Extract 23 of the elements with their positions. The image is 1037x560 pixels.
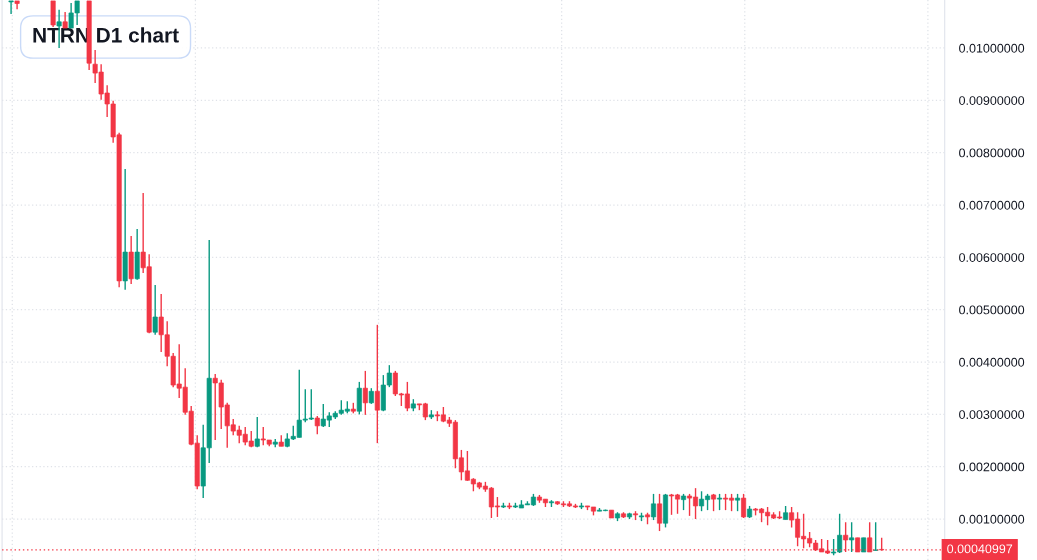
candlestick xyxy=(849,521,855,553)
candlestick xyxy=(8,0,14,15)
candlestick xyxy=(741,493,747,519)
y-tick-label: 0.00100000 xyxy=(959,514,1025,524)
y-tick-label: 0.00500000 xyxy=(959,305,1025,315)
candlestick xyxy=(152,284,158,336)
y-tick-label: 0.00200000 xyxy=(959,462,1025,472)
candlestick xyxy=(254,416,260,449)
y-tick-label: 0.00300000 xyxy=(959,410,1025,419)
y-tick-label: 0.00800000 xyxy=(959,148,1025,158)
candlestick xyxy=(356,381,362,416)
y-tick-label: 0.00700000 xyxy=(959,200,1025,210)
candlestick xyxy=(314,415,320,435)
y-tick-label: 0.00900000 xyxy=(959,96,1025,105)
candlestick xyxy=(651,493,657,521)
candlestick xyxy=(374,324,380,444)
y-tick-label: 0.00600000 xyxy=(959,253,1025,262)
candlestick xyxy=(362,370,368,416)
candlestick xyxy=(873,521,879,552)
ref-line-label: 0.00040997 xyxy=(947,544,1013,554)
y-tick-label: 0.01000000 xyxy=(959,43,1025,53)
y-tick-label: 0.00400000 xyxy=(959,357,1025,367)
candlestick xyxy=(657,493,663,532)
